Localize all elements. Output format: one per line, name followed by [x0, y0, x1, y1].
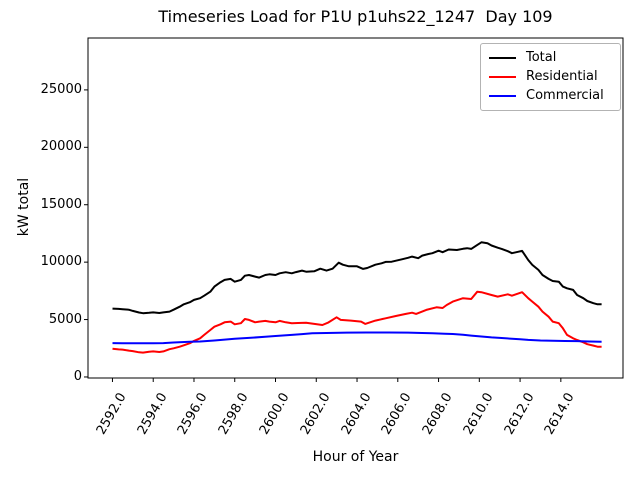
plot-border [87, 37, 624, 379]
y-tick-label: 20000 [40, 139, 82, 155]
x-axis-label: Hour of Year [312, 449, 399, 465]
y-tick-label: 10000 [40, 254, 82, 270]
legend: Total Residential Commercial [480, 43, 621, 111]
legend-label-commercial: Commercial [526, 88, 604, 104]
total-line-swatch [489, 56, 516, 59]
series-line-residential [112, 290, 602, 354]
chart-title: Timeseries Load for P1U p1uhs22_1247 Day… [158, 7, 553, 26]
legend-row-commercial: Commercial [489, 87, 612, 105]
legend-row-total: Total [489, 49, 612, 67]
y-tick-label: 25000 [40, 81, 82, 97]
y-tick-label: 0 [73, 368, 82, 384]
legend-row-residential: Residential [489, 68, 612, 86]
y-tick-label: 15000 [40, 196, 82, 212]
commercial-line-swatch [489, 95, 516, 98]
y-axis-label: kW total [16, 177, 32, 237]
y-tick-label: 5000 [48, 311, 82, 327]
series-line-commercial [112, 331, 602, 345]
legend-label-residential: Residential [526, 68, 598, 84]
series-line-total [112, 241, 602, 315]
residential-line-swatch [489, 75, 516, 78]
legend-label-total: Total [526, 49, 557, 65]
